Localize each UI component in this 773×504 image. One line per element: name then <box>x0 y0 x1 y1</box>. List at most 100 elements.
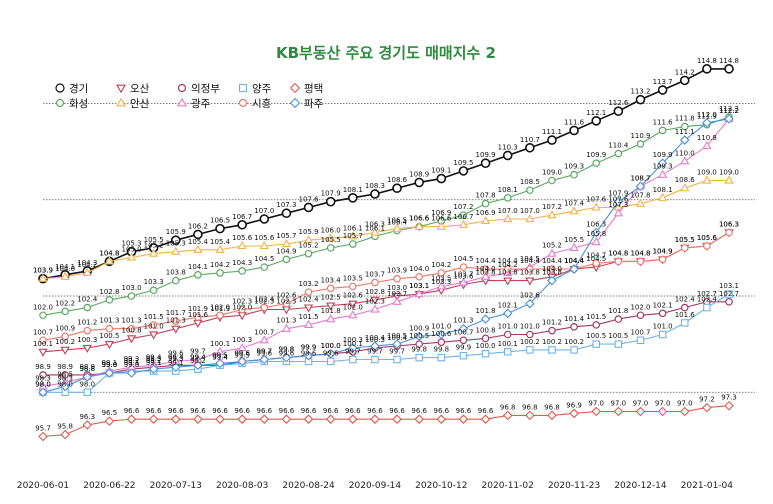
data-point <box>82 344 92 353</box>
data-label: 99.7 <box>190 348 206 356</box>
data-point <box>503 194 512 202</box>
data-label: 108.5 <box>520 178 540 186</box>
data-label: 96.6 <box>301 407 317 415</box>
data-label: 101.5 <box>299 313 319 321</box>
data-point <box>657 192 668 201</box>
x-tick-label: 2021-01-04 <box>681 481 734 491</box>
data-label: 106.3 <box>719 220 739 228</box>
data-point <box>547 275 557 286</box>
data-label: 102.8 <box>365 288 385 296</box>
data-point <box>414 177 424 188</box>
data-label: 97.0 <box>588 400 604 408</box>
data-label: 104.8 <box>99 249 119 257</box>
data-label: 104.8 <box>630 249 650 257</box>
data-label: 105.5 <box>564 236 584 244</box>
data-label: 106.4 <box>387 219 408 227</box>
data-label: 99.9 <box>301 344 317 352</box>
x-tick-label: 2020-11-02 <box>482 481 534 491</box>
legend-label: 오산 <box>130 83 150 95</box>
data-label: 101.3 <box>121 317 141 325</box>
x-tick-label: 2020-06-01 <box>17 481 69 491</box>
data-point <box>60 429 70 440</box>
data-point <box>613 106 624 116</box>
data-point <box>613 196 624 207</box>
data-point <box>570 170 578 179</box>
data-label: 96.6 <box>411 407 427 415</box>
data-label: 102.5 <box>321 294 341 302</box>
data-point <box>636 140 645 148</box>
data-label: 99.6 <box>234 349 250 357</box>
data-label: 100.8 <box>476 326 496 334</box>
data-label: 110.0 <box>675 149 695 157</box>
data-label: 106.0 <box>321 226 341 234</box>
data-point <box>326 244 335 252</box>
data-point <box>325 348 336 359</box>
data-label: 101.5 <box>144 313 164 321</box>
data-label: 99.7 <box>256 348 272 356</box>
data-point <box>393 355 401 364</box>
data-point <box>657 158 668 168</box>
series-시흥 <box>39 228 733 345</box>
data-point <box>724 175 734 184</box>
legend-marker <box>289 82 301 94</box>
data-point <box>38 431 48 442</box>
data-label: 101.3 <box>276 317 296 325</box>
data-label: 100.2 <box>542 338 562 346</box>
data-point <box>326 284 335 293</box>
data-point <box>370 414 380 424</box>
data-label: 105.6 <box>697 234 718 242</box>
data-label: 103.8 <box>476 269 496 277</box>
data-point <box>525 410 535 421</box>
data-label: 103.2 <box>299 280 319 288</box>
data-point <box>680 244 689 252</box>
data-label: 96.6 <box>256 407 272 415</box>
data-point <box>38 348 48 357</box>
data-label: 106.3 <box>365 220 385 228</box>
data-label: 100.5 <box>387 332 407 340</box>
data-point <box>436 221 446 230</box>
legend-item-평택: 평택 <box>289 82 323 95</box>
data-label: 106.1 <box>343 224 363 232</box>
data-point <box>127 324 136 333</box>
data-label: 105.2 <box>299 242 319 250</box>
data-point <box>371 278 379 287</box>
data-label: 102.4 <box>675 296 696 304</box>
data-label: 99.4 <box>212 353 228 361</box>
data-label: 102.4 <box>697 296 718 304</box>
data-point <box>126 414 137 424</box>
data-label: 112.3 <box>719 105 739 113</box>
data-label: 100.7 <box>630 328 650 336</box>
data-label: 104.1 <box>188 263 208 271</box>
data-label: 99.7 <box>389 348 405 356</box>
data-label: 105.4 <box>188 238 209 246</box>
data-label: 104.5 <box>254 255 274 263</box>
data-label: 96.6 <box>434 407 450 415</box>
series-평택 <box>38 400 734 442</box>
data-label: 109.0 <box>697 169 717 177</box>
legend-item-시흥: 시흥 <box>238 97 272 110</box>
legend-marker <box>238 98 248 108</box>
data-label: 99.4 <box>146 353 162 361</box>
data-point <box>104 416 115 426</box>
data-label: 103.7 <box>365 271 385 279</box>
data-point <box>415 353 423 362</box>
data-label: 106.6 <box>409 215 430 223</box>
data-label: 108.7 <box>630 174 650 182</box>
data-point <box>325 414 336 424</box>
data-point <box>437 269 446 277</box>
data-label: 109.9 <box>586 151 606 159</box>
data-label: 96.6 <box>234 407 250 415</box>
data-label: 106.6 <box>409 215 430 223</box>
data-point <box>104 341 115 350</box>
data-point <box>592 159 601 167</box>
data-label: 104.1 <box>55 263 75 271</box>
data-label: 106.1 <box>365 224 385 232</box>
data-label: 102.2 <box>55 299 75 307</box>
data-point <box>525 277 535 286</box>
data-point <box>503 265 512 273</box>
data-point <box>193 414 203 424</box>
data-point <box>392 414 402 424</box>
data-label: 99.6 <box>168 349 184 357</box>
data-point <box>61 332 69 341</box>
